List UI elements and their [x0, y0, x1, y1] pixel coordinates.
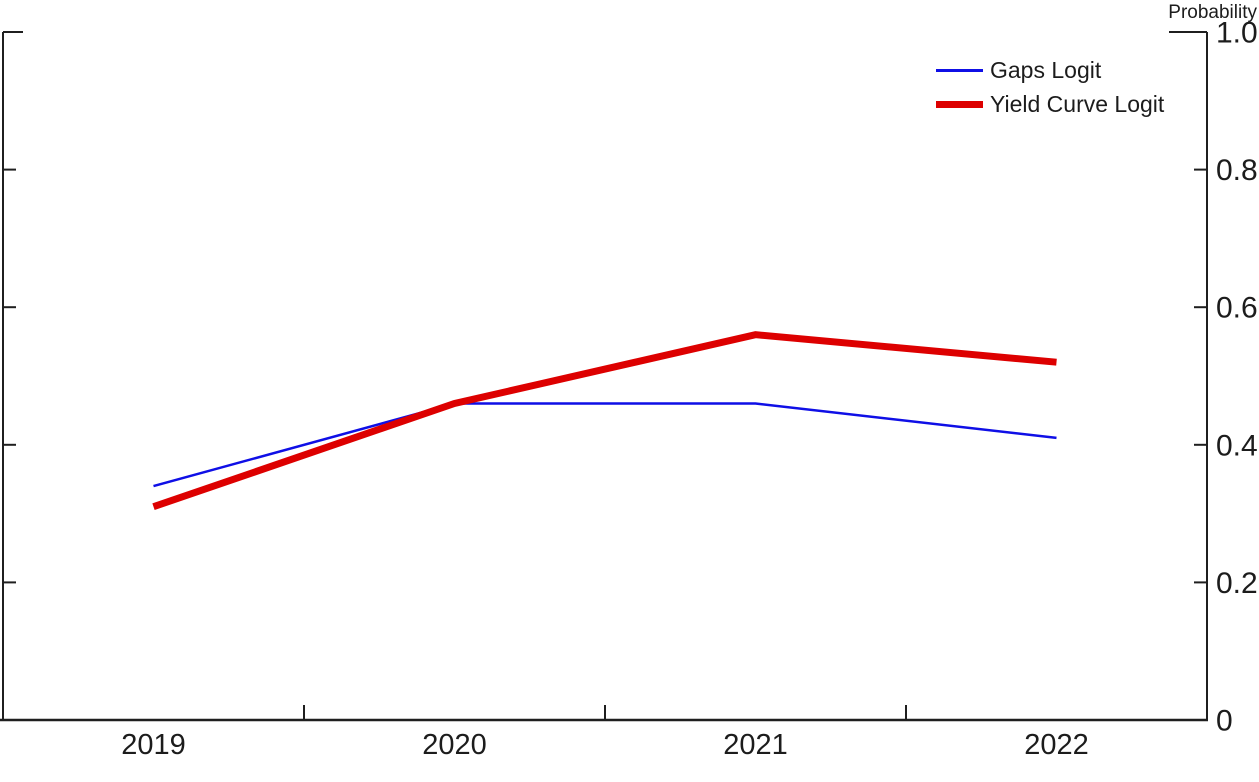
legend-label-yield-curve-logit: Yield Curve Logit: [990, 90, 1165, 117]
legend-label-gaps-logit: Gaps Logit: [990, 56, 1102, 83]
y-axis-title: Probability: [1168, 2, 1257, 23]
plot-lines: [152, 331, 1057, 511]
x-tick-label: 2020: [422, 729, 487, 761]
y-tick-label: 1.0: [1216, 17, 1258, 50]
legend-item-yield-curve-logit: Yield Curve Logit: [936, 88, 1164, 120]
y-tick-label: 0.4: [1216, 429, 1258, 462]
y-tick-label: 0: [1216, 705, 1233, 738]
x-tick-label: 2021: [723, 729, 788, 761]
y-tick-label: 0.6: [1216, 292, 1258, 325]
series-line-yield-curve-logit: [152, 331, 1057, 511]
series-line-gaps-logit: [153, 402, 1057, 488]
x-tick-label: 2022: [1024, 729, 1089, 761]
x-tick-label: 2019: [121, 729, 186, 761]
legend-line-sample-blue: [936, 68, 983, 72]
axes: [0, 31, 1208, 722]
legend-line-sample-red: [936, 100, 983, 108]
axis-tick-labels: 0 0.2 0.4 0.6 0.8 1.0 2019 2020 2021 2022: [121, 17, 1257, 762]
y-tick-label: 0.2: [1216, 567, 1258, 600]
legend-item-gaps-logit: Gaps Logit: [936, 54, 1164, 86]
legend: Gaps Logit Yield Curve Logit: [936, 54, 1164, 120]
y-tick-label: 0.8: [1216, 154, 1258, 187]
